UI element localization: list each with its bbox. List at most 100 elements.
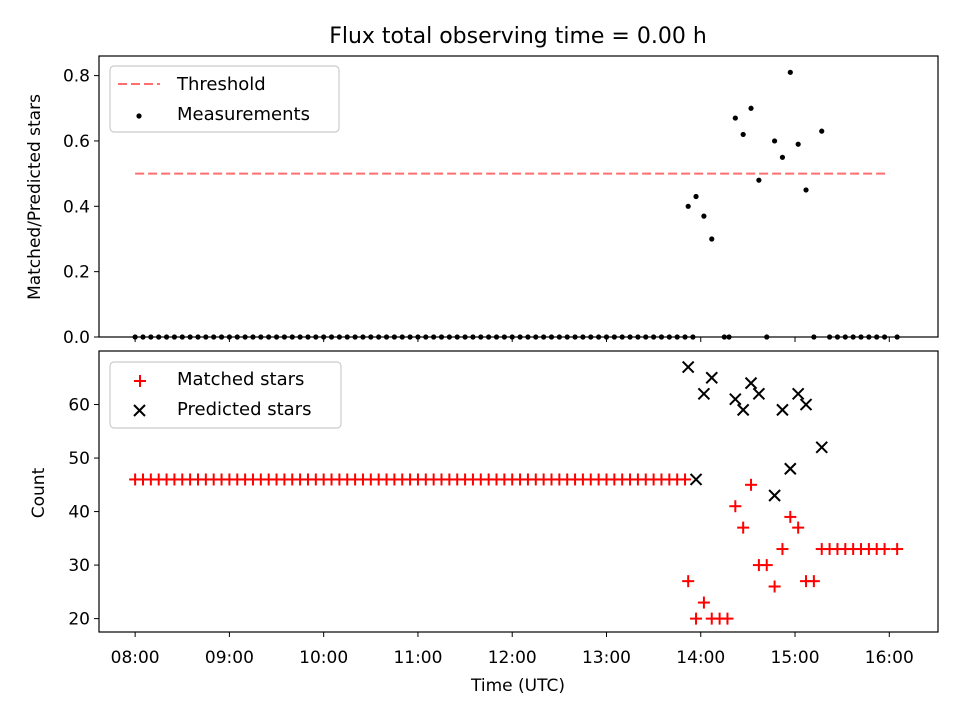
matched-star-point — [721, 612, 734, 625]
predicted-star-point — [681, 360, 695, 374]
measurement-point — [803, 187, 809, 193]
bottom-legend: Matched stars Predicted stars — [109, 361, 342, 429]
legend-matched-swatch — [134, 375, 146, 387]
top-axes-frame — [98, 55, 939, 338]
bottom-legend-box — [109, 361, 342, 429]
matched-star-point — [784, 510, 797, 523]
measurement-point — [795, 141, 801, 147]
bottom-y-tick-label: 30 — [68, 556, 90, 576]
top-x-axis-ticks — [134, 337, 890, 342]
bottom-x-axis-ticks: 08:00 09:00 10:00 11:00 12:00 13:00 14:00 15:00… — [111, 632, 914, 668]
predicted-star-stroke — [697, 387, 711, 401]
bottom-y-axis-label: Count — [29, 467, 49, 518]
predicted-star-point — [799, 398, 813, 411]
predicted-star-stroke — [784, 462, 797, 475]
bottom-y-tick-label: 40 — [68, 503, 90, 523]
legend-predicted-label: Predicted stars — [177, 399, 311, 420]
bottom-x-tick-label: 12:00 — [488, 648, 537, 668]
legend-measurements-label: Measurements — [177, 104, 310, 125]
bottom-plot-area: 20 30 40 50 60 08:00 09:00 10:00 11:00 12:00 13:0… — [68, 350, 939, 668]
measurement-point — [732, 115, 738, 121]
top-y-tick-label: 0.6 — [63, 132, 90, 152]
predicted-star-stroke — [729, 392, 742, 406]
bottom-x-tick-label: 11:00 — [393, 648, 442, 668]
predicted-star-stroke — [799, 398, 813, 411]
bottom-chart-marks — [129, 360, 904, 625]
bottom-y-axis-ticks: 20 30 40 50 60 — [68, 396, 99, 630]
matched-star-point — [690, 612, 703, 625]
top-plot-area: 0.0 0.2 0.4 0.6 0.8 — [63, 55, 939, 348]
matched-star-point — [878, 543, 891, 556]
bottom-x-axis-label: Time (UTC) — [470, 676, 565, 696]
measurement-point — [748, 105, 754, 111]
bottom-x-tick-label: 13:00 — [582, 648, 631, 668]
matched-star-point — [737, 521, 750, 534]
bottom-x-tick-label: 14:00 — [676, 648, 725, 668]
measurement-point — [787, 69, 793, 75]
bottom-x-tick-label: 08:00 — [111, 648, 160, 668]
matched-star-point — [768, 580, 781, 593]
predicted-star-stroke — [705, 371, 718, 384]
legend-matched-label: Matched stars — [177, 369, 304, 390]
predicted-star-point — [791, 387, 805, 401]
legend-threshold-label: Threshold — [176, 74, 266, 95]
top-chart-title: Flux total observing time = 0.00 h — [329, 24, 707, 49]
predicted-star-stroke — [752, 387, 766, 401]
bottom-x-tick-label: 10:00 — [299, 648, 348, 668]
predicted-star-point — [815, 441, 828, 454]
matched-star-point — [891, 543, 904, 556]
matched-star-point — [697, 596, 710, 609]
legend-measurements-swatch — [136, 113, 142, 119]
matched-star-point — [679, 473, 692, 486]
predicted-star-point — [776, 403, 789, 417]
predicted-star-point — [736, 403, 750, 417]
top-y-axis-label: Matched/Predicted stars — [25, 94, 45, 300]
bottom-x-tick-label: 09:00 — [205, 648, 254, 668]
measurement-point — [779, 154, 786, 160]
measurement-point — [756, 177, 762, 183]
top-legend-box — [109, 65, 340, 133]
predicted-star-stroke — [791, 387, 805, 401]
predicted-star-point — [744, 376, 758, 390]
measurement-point — [685, 203, 691, 209]
predicted-star-stroke — [681, 360, 695, 374]
bottom-y-tick-label: 60 — [68, 396, 90, 416]
measurement-point — [740, 131, 746, 138]
predicted-star-point — [689, 473, 703, 486]
bottom-y-tick-label: 50 — [68, 449, 90, 469]
matched-star-point — [776, 543, 789, 556]
predicted-star-stroke — [768, 489, 781, 502]
matched-star-point — [745, 478, 758, 491]
measurement-point — [709, 236, 715, 242]
predicted-star-point — [705, 371, 718, 384]
matched-star-point — [792, 521, 805, 534]
predicted-star-point — [697, 387, 711, 401]
predicted-star-point — [752, 387, 766, 401]
matched-star-point — [760, 559, 773, 572]
predicted-star-stroke — [689, 473, 703, 486]
bottom-x-tick-label: 16:00 — [865, 648, 914, 668]
top-y-tick-label: 0.8 — [63, 67, 90, 87]
predicted-star-point — [768, 489, 781, 502]
measurement-point — [693, 193, 699, 200]
top-y-tick-label: 0.0 — [63, 328, 90, 348]
top-y-axis-ticks: 0.0 0.2 0.4 0.6 0.8 — [63, 67, 99, 348]
bottom-x-tick-label: 15:00 — [771, 648, 820, 668]
top-legend: Threshold Measurements — [109, 65, 340, 133]
bottom-axes-frame — [98, 350, 939, 633]
matched-star-point — [729, 500, 742, 513]
top-y-tick-label: 0.2 — [63, 263, 90, 283]
matched-star-point — [807, 575, 820, 588]
top-y-tick-label: 0.4 — [63, 197, 90, 217]
predicted-star-point — [729, 392, 742, 406]
bottom-y-tick-label: 20 — [68, 610, 90, 630]
measurement-point — [819, 128, 825, 134]
predicted-star-stroke — [744, 376, 758, 390]
predicted-star-stroke — [776, 403, 789, 417]
predicted-star-stroke — [736, 403, 750, 417]
matched-star-point — [682, 575, 695, 588]
predicted-star-point — [784, 462, 797, 475]
measurement-point — [771, 138, 778, 144]
measurement-point — [701, 213, 707, 219]
